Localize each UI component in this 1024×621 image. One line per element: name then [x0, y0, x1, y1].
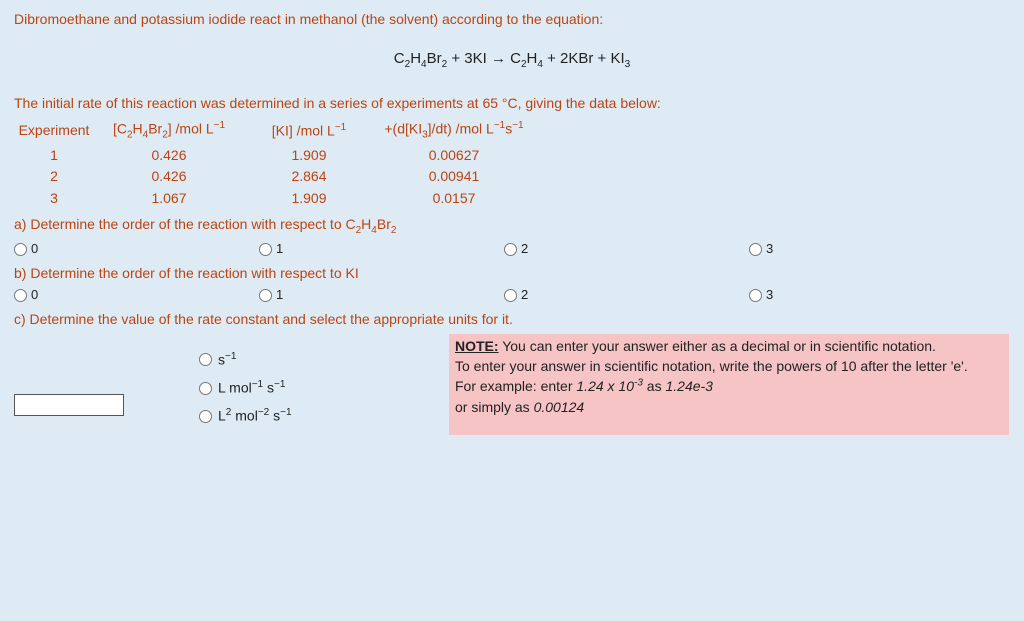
radio-b-1[interactable]	[259, 289, 272, 302]
radio-unit-0[interactable]	[199, 353, 212, 366]
cell: 0.00627	[374, 145, 534, 167]
cell: 2.864	[244, 166, 374, 188]
rate-constant-input-area	[14, 334, 199, 435]
cell: 0.00941	[374, 166, 534, 188]
experiment-table: Experiment [C2H4Br2] /mol L−1 [KI] /mol …	[14, 117, 534, 209]
rate-constant-input[interactable]	[14, 394, 124, 416]
option-b-1[interactable]: 1	[259, 286, 504, 304]
cell: 3	[14, 188, 94, 210]
col-header: [KI] /mol L−1	[244, 117, 374, 144]
cell: 1	[14, 145, 94, 167]
opt-label: 2	[521, 286, 528, 304]
radio-a-1[interactable]	[259, 243, 272, 256]
table-row: 2 0.426 2.864 0.00941	[14, 166, 534, 188]
option-a-0[interactable]: 0	[14, 240, 259, 258]
cell: 1.909	[244, 145, 374, 167]
cell: 2	[14, 166, 94, 188]
cell: 0.426	[94, 145, 244, 167]
table-header-row: Experiment [C2H4Br2] /mol L−1 [KI] /mol …	[14, 117, 534, 144]
note-line1: You can enter your answer either as a de…	[499, 338, 936, 354]
question-b: b) Determine the order of the reaction w…	[14, 264, 1010, 284]
col-header: [C2H4Br2] /mol L−1	[94, 117, 244, 144]
cell: 1.909	[244, 188, 374, 210]
intro-text: Dibromoethane and potassium iodide react…	[14, 10, 1010, 30]
unit-label: L2 mol−2 s−1	[218, 406, 292, 426]
radio-b-3[interactable]	[749, 289, 762, 302]
option-b-3[interactable]: 3	[749, 286, 994, 304]
table-row: 1 0.426 1.909 0.00627	[14, 145, 534, 167]
note-line3: For example: enter 1.24 x 10-3 as 1.24e-…	[455, 376, 1003, 396]
cell: 0.426	[94, 166, 244, 188]
col-header: Experiment	[14, 117, 94, 144]
option-b-0[interactable]: 0	[14, 286, 259, 304]
unit-label: L mol−1 s−1	[218, 378, 285, 398]
opt-label: 2	[521, 240, 528, 258]
option-b-2[interactable]: 2	[504, 286, 749, 304]
radio-unit-1[interactable]	[199, 382, 212, 395]
opt-label: 3	[766, 286, 773, 304]
opt-label: 3	[766, 240, 773, 258]
note-box: NOTE: You can enter your answer either a…	[449, 334, 1009, 435]
cell: 0.0157	[374, 188, 534, 210]
note-line2: To enter your answer in scientific notat…	[455, 356, 1003, 376]
table-row: 3 1.067 1.909 0.0157	[14, 188, 534, 210]
option-a-1[interactable]: 1	[259, 240, 504, 258]
opt-label: 1	[276, 240, 283, 258]
note-line4: or simply as 0.00124	[455, 397, 1003, 417]
options-a: 0 1 2 3	[14, 240, 994, 258]
col-header: +(d[KI3]/dt) /mol L−1s−1	[374, 117, 534, 144]
radio-b-2[interactable]	[504, 289, 517, 302]
option-a-3[interactable]: 3	[749, 240, 994, 258]
chemical-equation: C2H4Br2 + 3KI → C2H4 + 2KBr + KI3	[14, 48, 1010, 72]
cell: 1.067	[94, 188, 244, 210]
opt-label: 1	[276, 286, 283, 304]
opt-label: 0	[31, 286, 38, 304]
question-a: a) Determine the order of the reaction w…	[14, 215, 1010, 238]
unit-label: s−1	[218, 350, 236, 370]
options-b: 0 1 2 3	[14, 286, 994, 304]
opt-label: 0	[31, 240, 38, 258]
radio-a-0[interactable]	[14, 243, 27, 256]
unit-options: s−1 L mol−1 s−1 L2 mol−2 s−1	[199, 334, 449, 435]
note-title: NOTE:	[455, 338, 499, 354]
radio-b-0[interactable]	[14, 289, 27, 302]
question-c: c) Determine the value of the rate const…	[14, 310, 1010, 330]
radio-a-2[interactable]	[504, 243, 517, 256]
rate-intro: The initial rate of this reaction was de…	[14, 94, 1010, 114]
radio-a-3[interactable]	[749, 243, 762, 256]
radio-unit-2[interactable]	[199, 410, 212, 423]
option-a-2[interactable]: 2	[504, 240, 749, 258]
